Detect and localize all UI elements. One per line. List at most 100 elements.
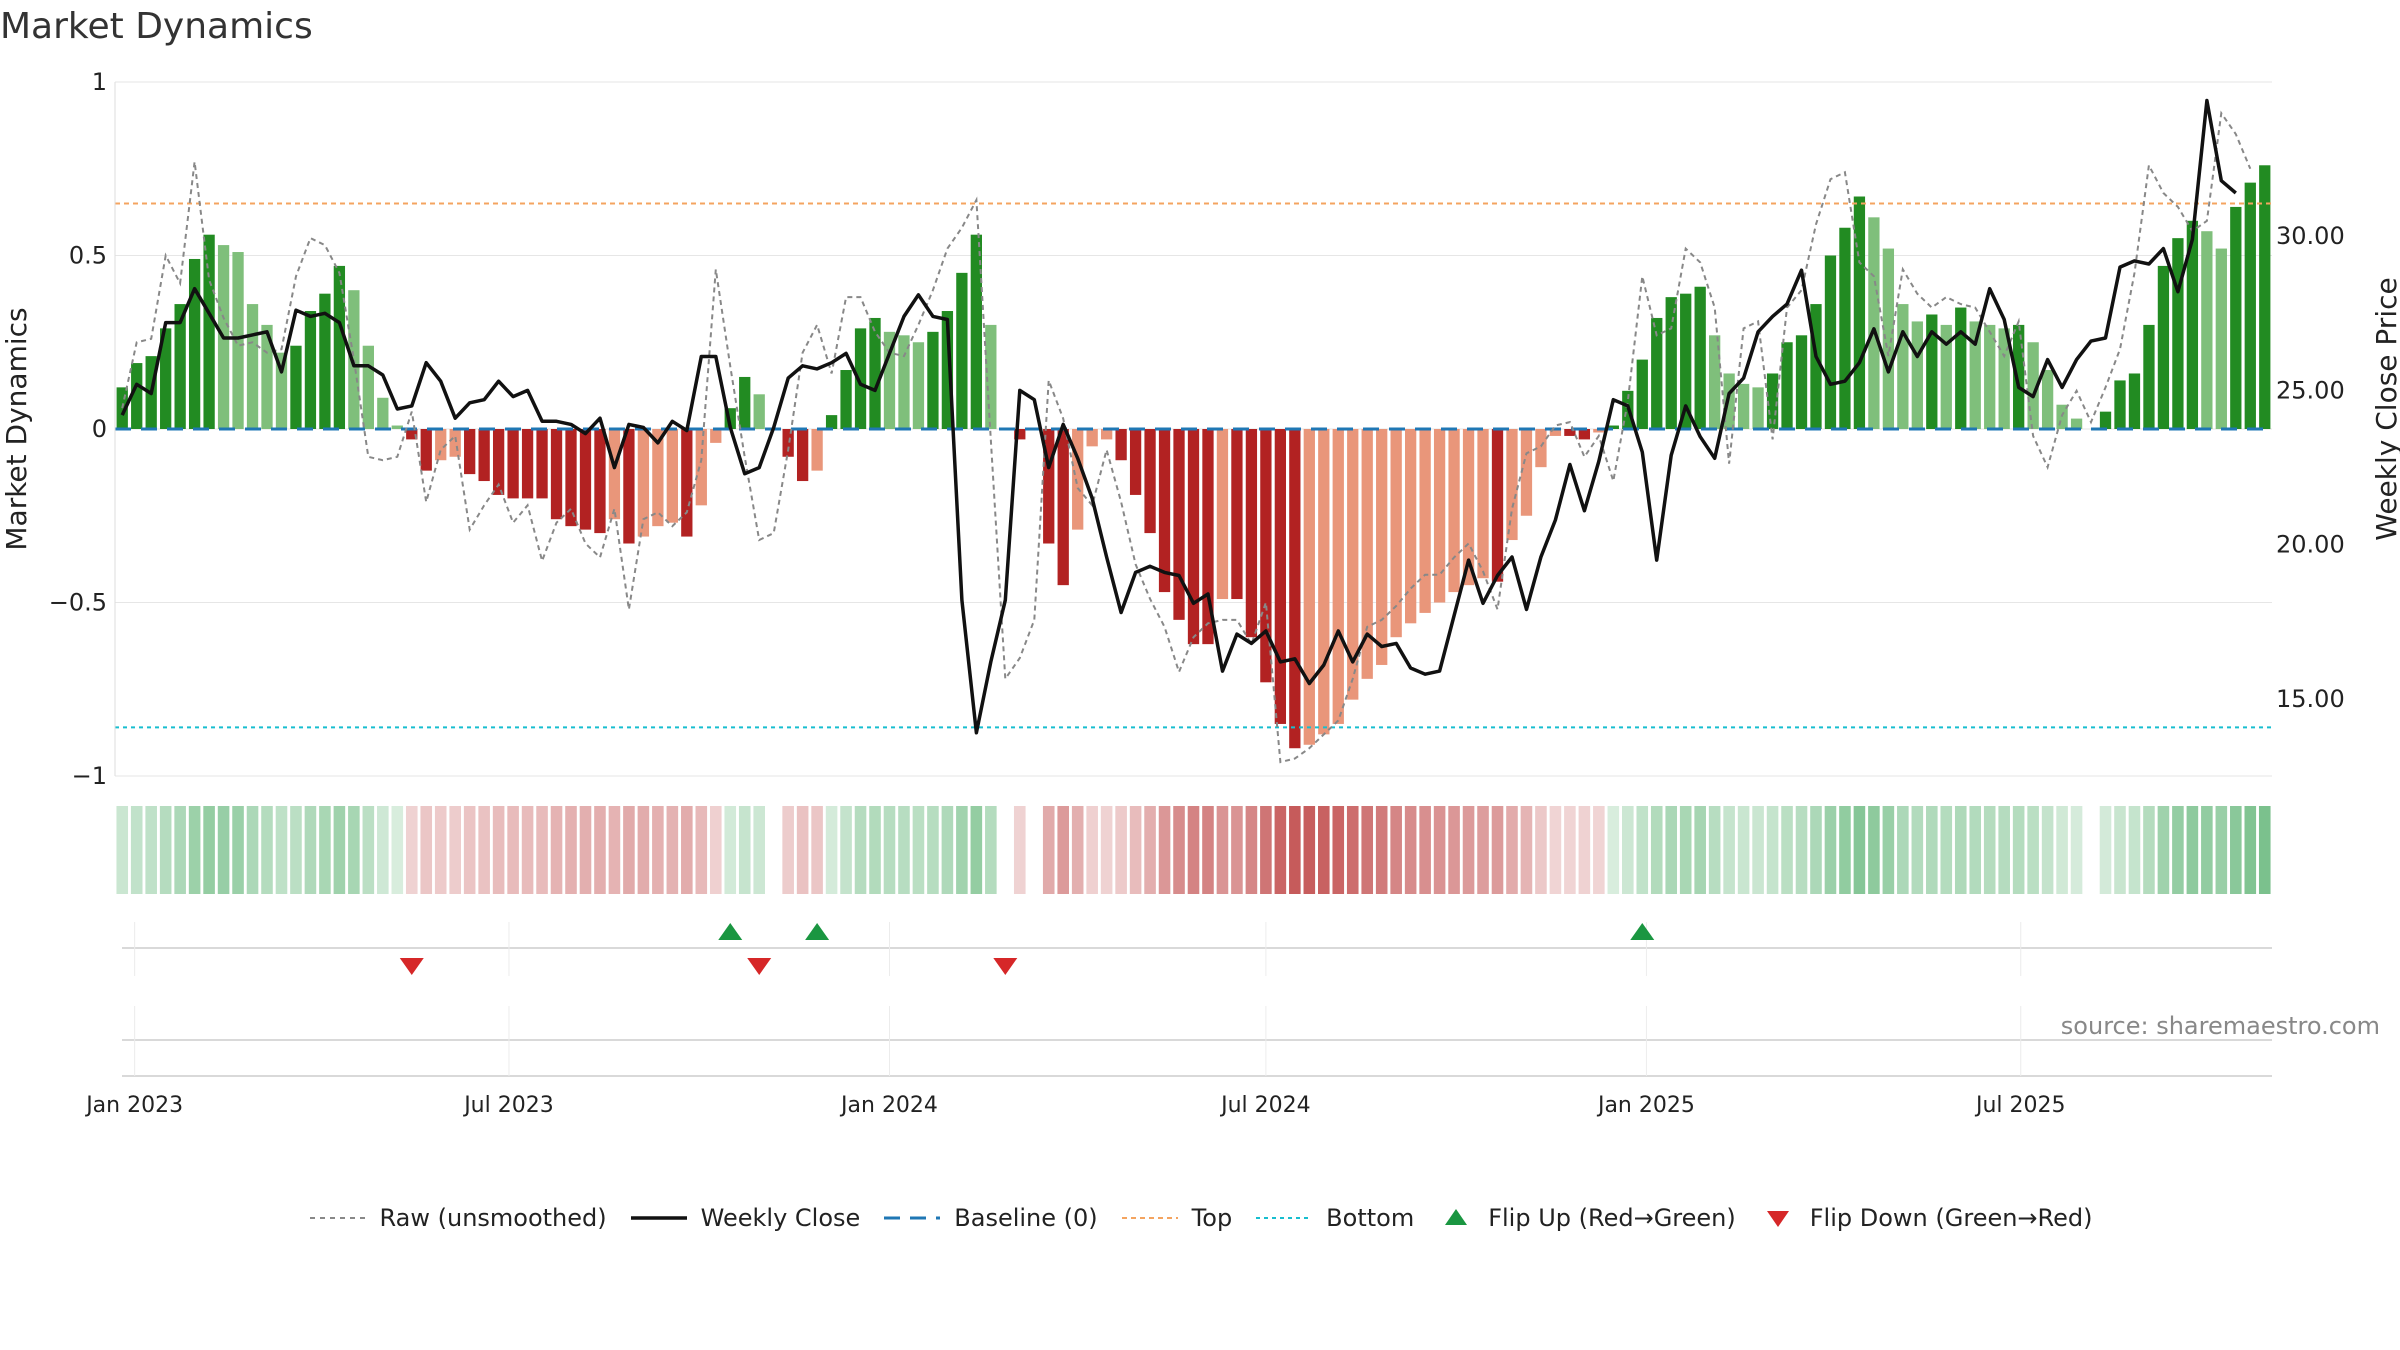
dynamics-bar (1766, 373, 1779, 429)
heat-cell (2143, 806, 2155, 894)
dynamics-bar (1897, 304, 1909, 429)
heat-cell (1650, 806, 1663, 894)
dynamics-bar (2041, 370, 2054, 429)
dynamics-bar (970, 234, 982, 429)
heat-cell (565, 806, 577, 894)
heat-cell (782, 806, 794, 894)
x-tick-label: Jan 2025 (1596, 1093, 1695, 1118)
dynamics-bar (391, 425, 403, 429)
dynamics-bar (1216, 429, 1229, 600)
heat-cell (145, 806, 157, 894)
dynamics-bar (2114, 380, 2126, 429)
dynamics-bar (261, 324, 273, 429)
heat-cell (1216, 806, 1229, 894)
heat-cell (1926, 806, 1938, 894)
heat-cell (2027, 806, 2039, 894)
dynamics-bar (1651, 317, 1663, 429)
heat-cell (1607, 806, 1620, 894)
dynamics-bar (1506, 429, 1518, 541)
dynamics-bar (1665, 297, 1677, 429)
heat-cell (1940, 806, 1953, 894)
heat-cell (1404, 806, 1417, 894)
heat-cell (695, 806, 708, 894)
dynamics-bar (435, 429, 447, 461)
heat-cell (1231, 806, 1243, 894)
heat-cell (449, 806, 461, 894)
heat-cell (1954, 806, 1967, 894)
dynamics-bar (1694, 286, 1706, 429)
dynamics-bar (637, 429, 650, 537)
chart-title: Market Dynamics (0, 6, 313, 47)
heat-cell (188, 806, 201, 894)
dynamics-bar (377, 397, 389, 429)
heat-cell (1868, 806, 1880, 894)
dynamics-bar (1549, 429, 1562, 436)
heat-cell (2230, 806, 2242, 894)
dynamics-bar (883, 331, 896, 429)
heat-cell (246, 806, 259, 894)
x-tick-label: Jan 2024 (839, 1093, 938, 1118)
heat-cell (753, 806, 765, 894)
heat-cell (1882, 806, 1895, 894)
dynamics-bar (2172, 238, 2184, 429)
dynamics-bar (1448, 429, 1460, 593)
heat-cell (1766, 806, 1779, 894)
dynamics-bar (1955, 307, 1967, 429)
flip-up-marker (1630, 923, 1655, 940)
heat-cell (1100, 806, 1113, 894)
legend-flip-up-swatch (1445, 1209, 1468, 1225)
dynamics-bar (1057, 429, 1069, 586)
dynamics-bar (2056, 404, 2068, 429)
dynamics-bar (319, 293, 331, 429)
x-tick-label: Jul 2023 (462, 1093, 554, 1118)
dynamics-bar (304, 311, 317, 429)
dynamics-bar (174, 304, 186, 429)
dynamics-bar (420, 429, 432, 471)
heat-cell (1057, 806, 1070, 894)
weekly-close-line (120, 98, 2237, 735)
dynamics-bar (1129, 429, 1142, 495)
dynamics-bar (1795, 335, 1808, 429)
dynamics-bar (985, 324, 997, 429)
dynamics-bar (869, 317, 881, 429)
dynamics-bar (2157, 265, 2170, 429)
dynamics-bar (1607, 425, 1619, 429)
dynamics-bar (1984, 324, 1996, 429)
heat-cell (1752, 806, 1764, 894)
dynamics-bar (536, 429, 548, 499)
dynamics-bar (406, 429, 418, 440)
legend-top: Top (1120, 1204, 1232, 1232)
dynamics-bar (608, 429, 621, 520)
dynamics-bar (782, 429, 794, 457)
heat-cell (2157, 806, 2170, 894)
dynamics-bar (2230, 206, 2242, 429)
dynamics-bar (1014, 429, 1026, 440)
dynamics-bar (2027, 342, 2039, 429)
heat-cell (1535, 806, 1547, 894)
dynamics-bar (695, 429, 707, 506)
heat-cell (492, 806, 505, 894)
heat-cell (1578, 806, 1591, 894)
heat-cell (709, 806, 722, 894)
dynamics-bar (1462, 429, 1475, 586)
heat-cell (681, 806, 693, 894)
heat-cell (1361, 806, 1374, 894)
dynamics-bar (333, 265, 346, 429)
dynamics-bar (2128, 373, 2141, 429)
dynamics-bar (1100, 429, 1113, 440)
dynamics-bar (232, 252, 244, 429)
heat-cell (912, 806, 925, 894)
dynamics-bar (1737, 383, 1750, 429)
dynamics-bar (1709, 335, 1721, 429)
legend-baseline-label: Baseline (0) (954, 1204, 1098, 1232)
dynamics-bar (1853, 196, 1866, 429)
heat-cell (463, 806, 476, 894)
dynamics-bar (2259, 165, 2271, 429)
heat-cell (724, 806, 737, 894)
heat-cell (1723, 806, 1735, 894)
dynamics-bar (1115, 429, 1127, 461)
heat-cell (1260, 806, 1272, 894)
heat-cell (2215, 806, 2228, 894)
heat-cell (507, 806, 519, 894)
right-tick-label: 30.00 (2276, 222, 2345, 250)
